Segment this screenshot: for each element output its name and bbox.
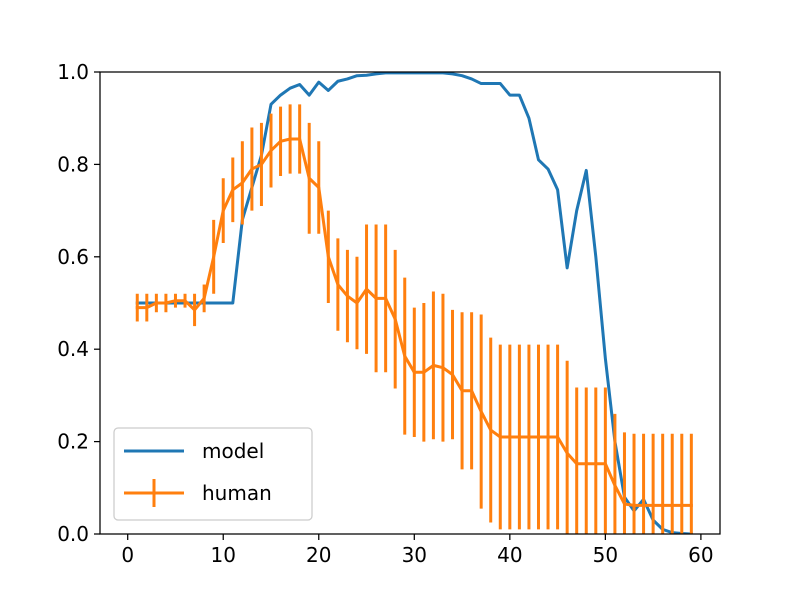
human-series-line (135, 137, 693, 507)
y-tick-label: 1.0 (57, 60, 89, 84)
axes: 0 10 20 30 40 50 60 0.0 0.2 0.4 0.6 0.8 1.0 (57, 60, 721, 567)
axes-frame (99, 71, 721, 535)
x-tick-label: 50 (593, 543, 618, 567)
series-group (135, 72, 693, 534)
legend-model-label: model (202, 439, 264, 463)
x-tick-label: 0 (121, 543, 134, 567)
y-tick-label: 0.2 (57, 430, 89, 454)
y-tick-label: 0.6 (57, 245, 89, 269)
legend-human-label: human (202, 481, 272, 505)
x-tick-label: 10 (211, 543, 236, 567)
legend: model human (113, 427, 313, 521)
x-tick-label: 20 (306, 543, 331, 567)
x-tick-label: 30 (402, 543, 427, 567)
x-tick-label: 40 (497, 543, 522, 567)
model-series-line (135, 72, 693, 534)
x-tick-label: 60 (688, 543, 713, 567)
y-tick-label: 0.0 (57, 522, 89, 546)
y-tick-label: 0.8 (57, 152, 89, 176)
plot-area (135, 72, 693, 534)
y-tick-label: 0.4 (57, 337, 89, 361)
